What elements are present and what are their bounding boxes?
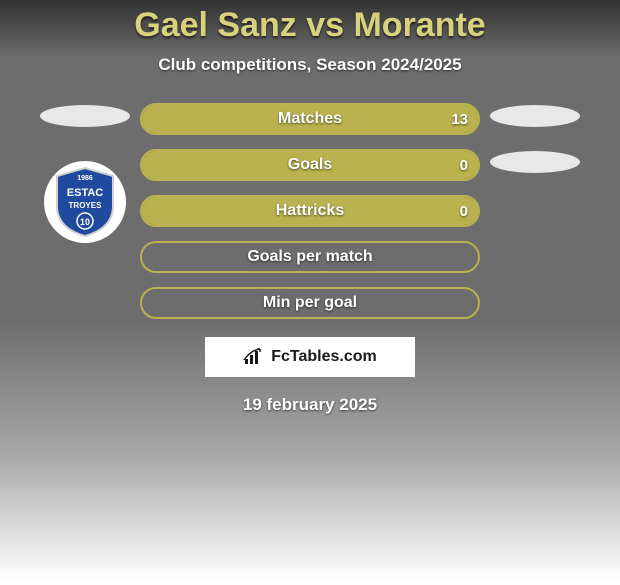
brand-box[interactable]: FcTables.com bbox=[205, 337, 415, 377]
svg-text:TROYES: TROYES bbox=[69, 201, 103, 210]
content-wrapper: Gael Sanz vs Morante Club competitions, … bbox=[0, 0, 620, 580]
stat-label: Matches bbox=[278, 110, 342, 128]
stat-value-right: 13 bbox=[451, 111, 468, 128]
stat-row: 0 Goals bbox=[140, 149, 480, 181]
player-right-ellipse-1 bbox=[490, 105, 580, 127]
team-badge-left: 1986 ESTAC TROYES 10 bbox=[44, 161, 126, 243]
stat-label: Goals bbox=[288, 156, 332, 174]
date-label: 19 february 2025 bbox=[243, 395, 377, 415]
svg-text:1986: 1986 bbox=[77, 175, 93, 182]
svg-text:ESTAC: ESTAC bbox=[67, 187, 104, 199]
stat-label: Hattricks bbox=[276, 202, 344, 220]
stat-row: Min per goal bbox=[140, 287, 480, 319]
page-title: Gael Sanz vs Morante bbox=[134, 6, 485, 45]
stat-area: 1986 ESTAC TROYES 10 13 Matches 0 Goals 0 Hat… bbox=[0, 103, 620, 319]
stat-row: Goals per match bbox=[140, 241, 480, 273]
bar-chart-icon bbox=[243, 348, 265, 366]
stat-row: 0 Hattricks bbox=[140, 195, 480, 227]
subtitle: Club competitions, Season 2024/2025 bbox=[158, 55, 461, 75]
right-column bbox=[480, 103, 590, 203]
player-right-ellipse-2 bbox=[490, 151, 580, 173]
stat-row: 13 Matches bbox=[140, 103, 480, 135]
estac-shield-icon: 1986 ESTAC TROYES 10 bbox=[53, 166, 117, 238]
stat-label: Goals per match bbox=[247, 248, 372, 266]
svg-text:10: 10 bbox=[80, 217, 90, 227]
stat-label: Min per goal bbox=[263, 294, 357, 312]
left-column: 1986 ESTAC TROYES 10 bbox=[30, 103, 140, 243]
stat-value-right: 0 bbox=[460, 203, 468, 220]
player-left-ellipse bbox=[40, 105, 130, 127]
brand-text: FcTables.com bbox=[271, 348, 377, 366]
stats-column: 13 Matches 0 Goals 0 Hattricks Goals per match… bbox=[140, 103, 480, 319]
stat-value-right: 0 bbox=[460, 157, 468, 174]
